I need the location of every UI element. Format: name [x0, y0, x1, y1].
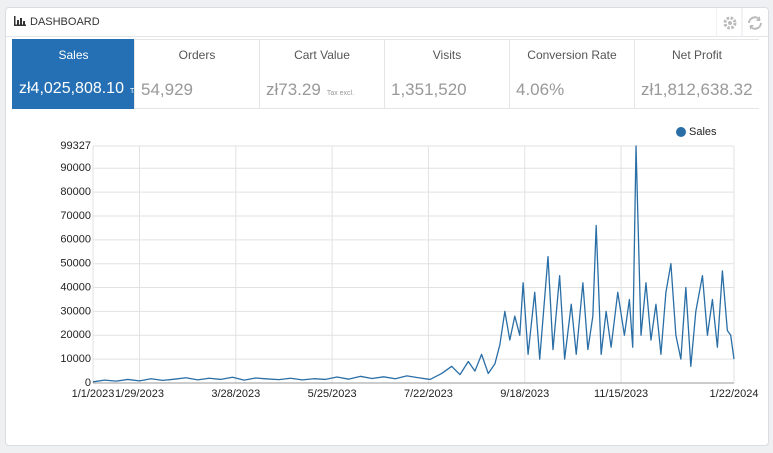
kpi-number: zł73.29	[266, 80, 321, 99]
kpi-value: zł73.29 Tax excl.	[266, 80, 354, 100]
kpi-value: 4.06%	[516, 80, 564, 100]
kpi-tab[interactable]: Visits 1,351,520	[384, 39, 509, 109]
kpi-tab[interactable]: Sales zł4,025,808.10 Tax excl.	[12, 39, 134, 109]
kpi-value: 54,929	[141, 80, 193, 100]
legend-marker	[676, 127, 686, 137]
y-tick-label: 50000	[60, 258, 91, 270]
x-tick-label: 1/29/2023	[115, 388, 164, 400]
y-tick-label: 80000	[60, 186, 91, 198]
kpi-label: Conversion Rate	[527, 48, 617, 62]
kpi-note: Tax excl.	[326, 90, 355, 97]
y-tick-label: 90000	[60, 162, 91, 174]
x-tick-label: 5/25/2023	[308, 388, 357, 400]
sales-line	[92, 145, 735, 383]
kpi-label: Cart Value	[294, 48, 350, 62]
kpi-tab[interactable]: Orders 54,929	[134, 39, 259, 109]
header-buttons	[716, 8, 762, 36]
refresh-button[interactable]	[741, 8, 762, 36]
kpi-value: zł1,812,638.32Tax excl.	[641, 80, 759, 100]
y-tick-label: 0	[85, 377, 91, 389]
chart: 0 10000 20000 30000 40000 50000 60000 70000 8000…	[60, 126, 759, 400]
panel-header: DASHBOARD	[6, 8, 768, 37]
x-tick-label: 7/22/2023	[404, 388, 453, 400]
y-tick-label: 60000	[60, 234, 91, 246]
kpi-number: zł1,812,638.32	[641, 80, 753, 99]
y-tick-label: 70000	[60, 210, 91, 222]
kpi-label: Visits	[432, 48, 462, 62]
kpi-tab[interactable]: Cart Value zł73.29 Tax excl.	[259, 39, 384, 109]
x-tick-label: 1/1/2023	[72, 388, 115, 400]
kpi-number: 54,929	[141, 80, 193, 99]
kpi-label: Orders	[178, 48, 216, 62]
y-tick-label: 20000	[60, 329, 91, 341]
kpi-note: Tax excl.	[129, 88, 134, 95]
panel-title: DASHBOARD	[30, 16, 100, 28]
kpi-label: Sales	[58, 48, 89, 62]
kpi-tabs: Sales zł4,025,808.10 Tax excl. Orders 54,929…	[12, 39, 768, 109]
x-tick-label: 11/15/2023	[594, 388, 648, 400]
x-tick-label: 3/28/2023	[211, 388, 260, 400]
y-tick-label: 10000	[60, 353, 91, 365]
kpi-value: zł4,025,808.10 Tax excl.	[19, 80, 134, 98]
kpi-tab[interactable]: Conversion Rate 4.06%	[509, 39, 634, 109]
kpi-tab[interactable]: Net Profit zł1,812,638.32Tax excl.	[634, 39, 759, 109]
x-tick-label: 1/22/2024	[710, 388, 759, 400]
kpi-value: 1,351,520	[391, 80, 467, 100]
legend-label: Sales	[689, 126, 717, 138]
y-tick-label: 30000	[60, 305, 91, 317]
y-tick-label: 99327	[60, 140, 91, 152]
kpi-label: Net Profit	[671, 48, 722, 62]
kpi-number: 4.06%	[516, 80, 565, 99]
y-tick-label: 40000	[60, 281, 91, 293]
settings-button[interactable]	[716, 8, 737, 36]
chart-icon	[14, 16, 26, 26]
x-tick-label: 9/18/2023	[500, 388, 549, 400]
kpi-number: 1,351,520	[391, 80, 467, 99]
kpi-number: zł4,025,808.10	[19, 80, 124, 97]
